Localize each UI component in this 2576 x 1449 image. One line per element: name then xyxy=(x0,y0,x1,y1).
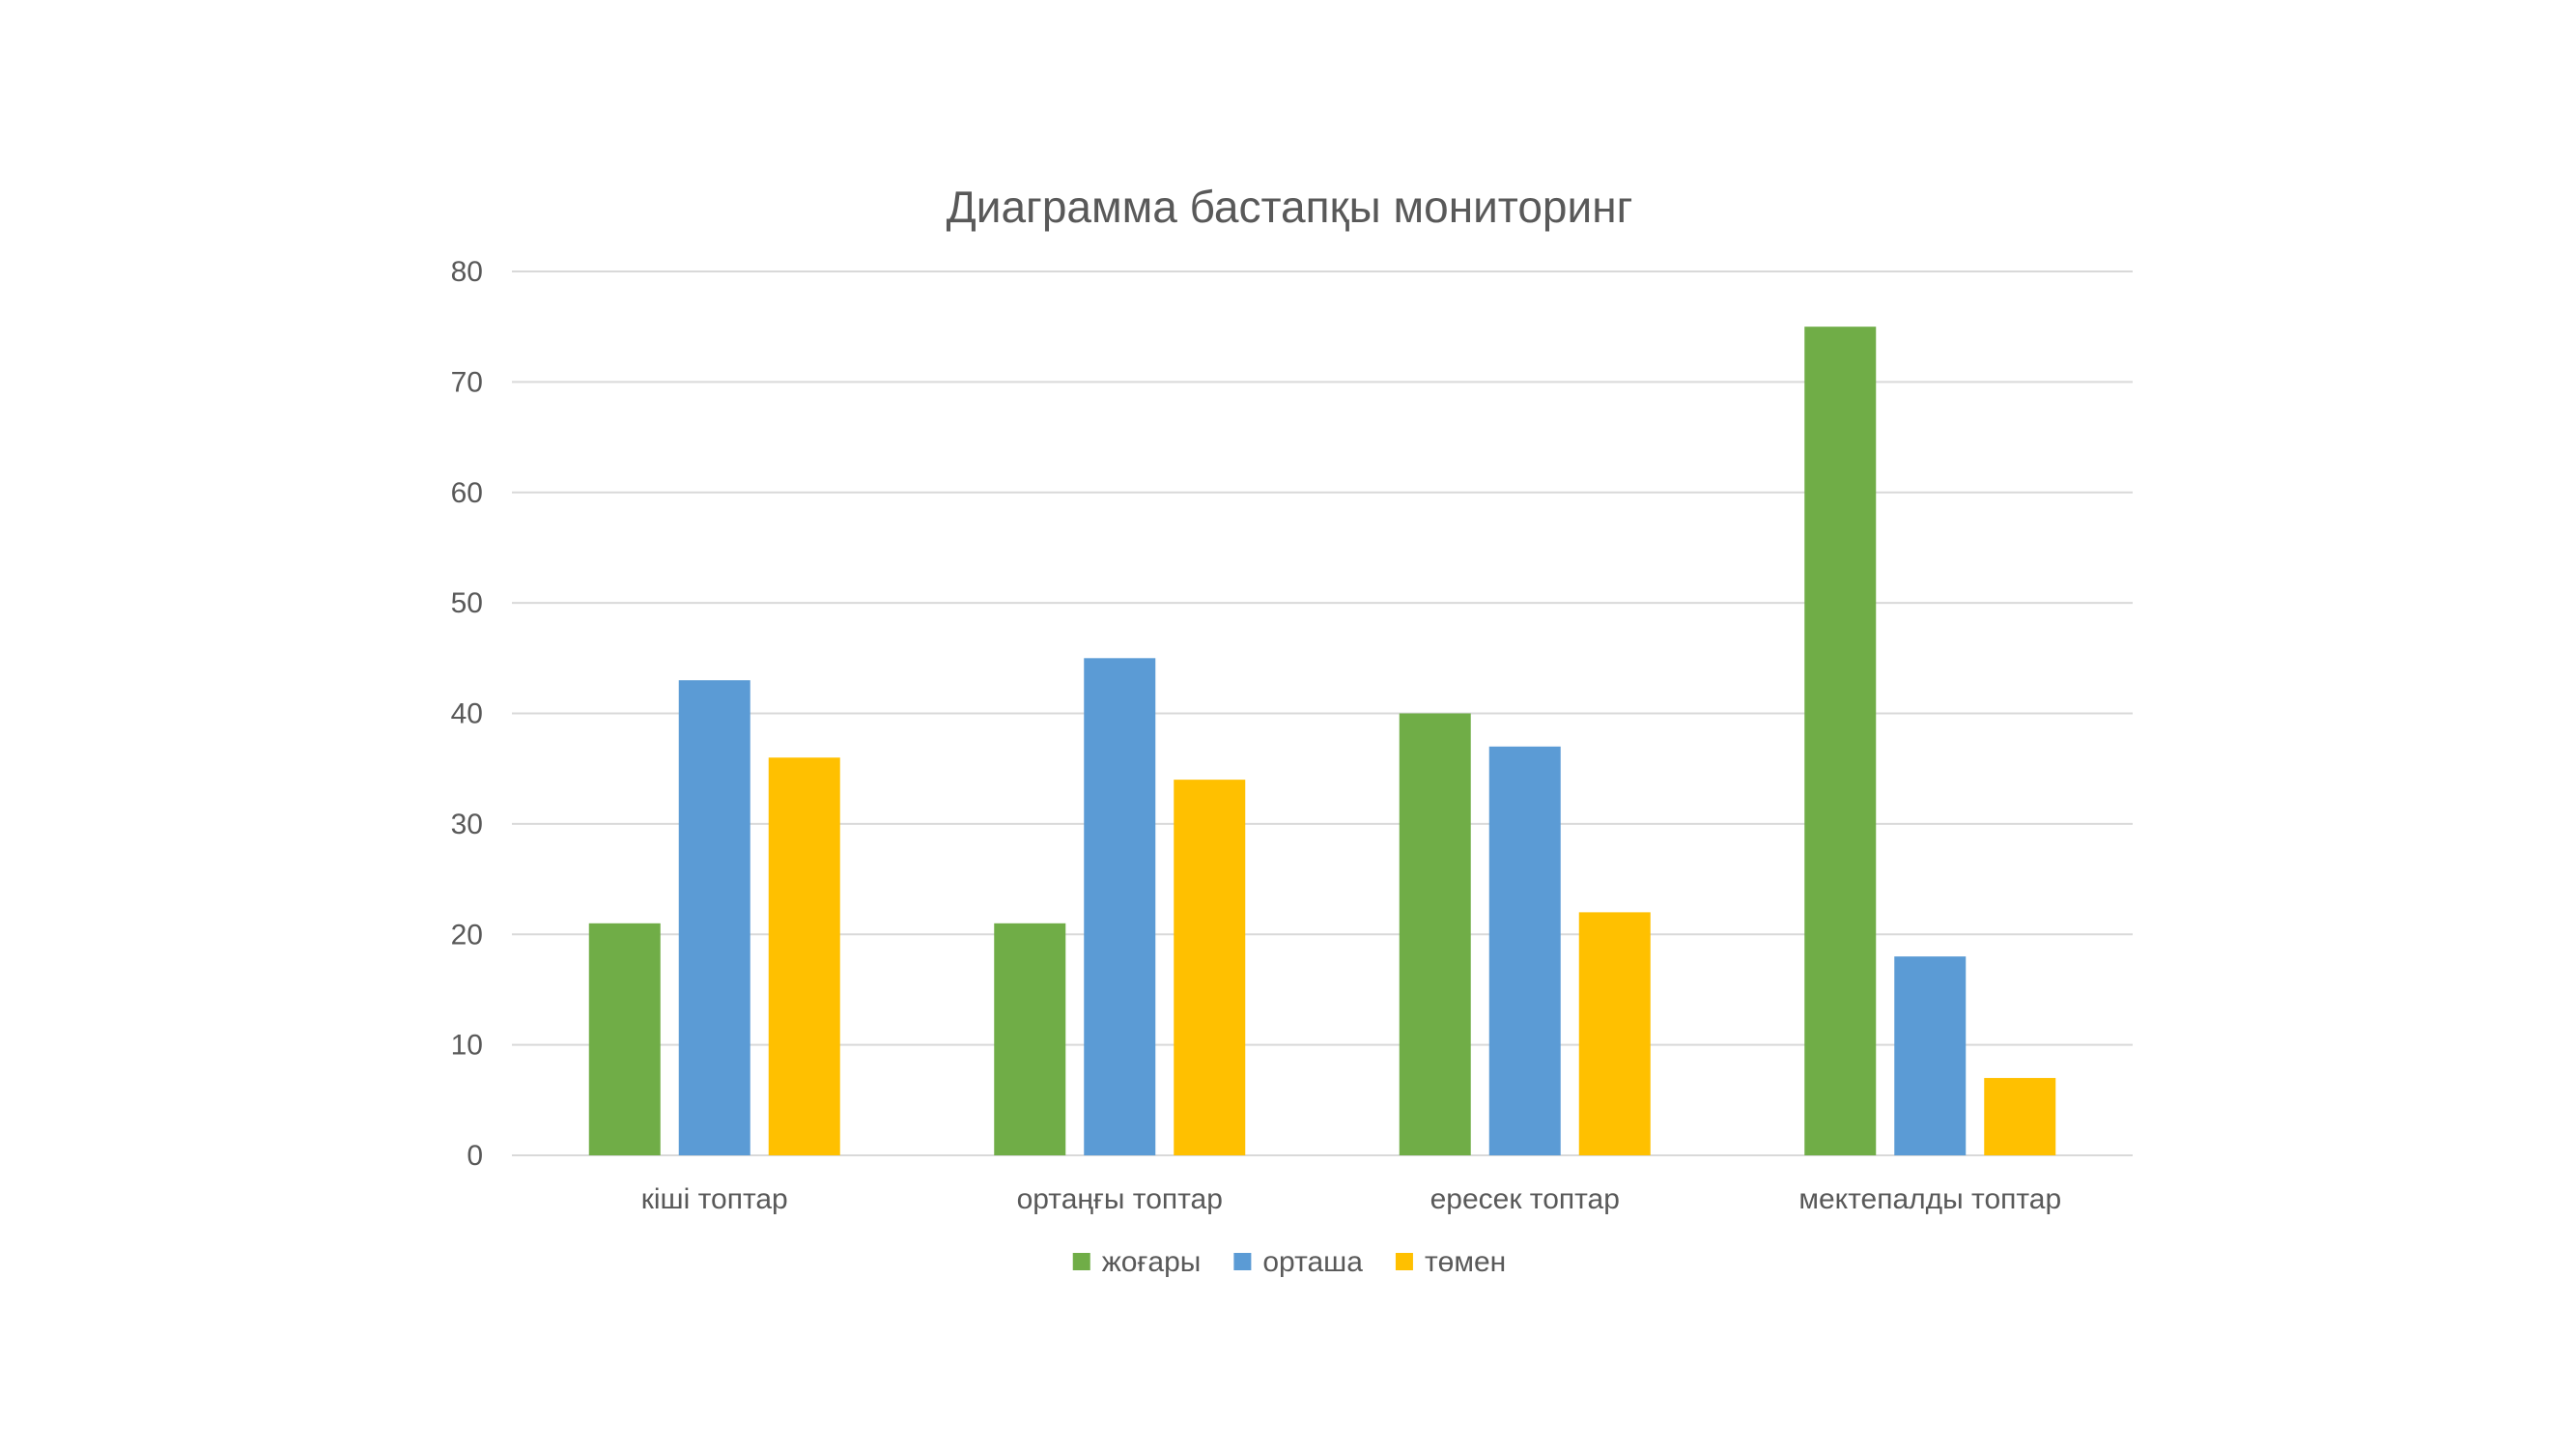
legend: жоғары орташа төмен xyxy=(1072,1246,1506,1278)
x-category-label: мектепалды топтар xyxy=(1798,1183,2061,1215)
legend-swatch xyxy=(1233,1253,1252,1270)
bar-1-2 xyxy=(994,923,1066,1155)
bar-1-1 xyxy=(588,923,661,1155)
y-tick-label: 70 xyxy=(451,366,483,398)
y-tick-label: 80 xyxy=(451,256,483,288)
legend-swatch xyxy=(1072,1253,1090,1270)
bar-2-4 xyxy=(1894,956,1967,1155)
legend-item-2: орташа xyxy=(1233,1246,1363,1278)
y-tick-label: 10 xyxy=(451,1030,483,1062)
gridlines xyxy=(512,270,2133,1156)
bar-3-4 xyxy=(1984,1077,2056,1155)
legend-label: жоғары xyxy=(1102,1246,1202,1278)
y-tick-label: 60 xyxy=(451,477,483,509)
bar-1-3 xyxy=(1399,713,1471,1155)
bars xyxy=(588,327,2056,1155)
bar-2-2 xyxy=(1084,658,1156,1155)
bar-3-1 xyxy=(768,757,840,1155)
y-tick-label: 40 xyxy=(451,698,483,730)
x-axis-category-labels: кіші топтар ортаңғы топтар ересек топтар ме… xyxy=(641,1183,2061,1215)
x-category-label: ортаңғы топтар xyxy=(1017,1183,1223,1215)
legend-item-3: төмен xyxy=(1395,1246,1506,1278)
y-axis-tick-labels: 0 10 20 30 40 50 60 70 80 xyxy=(451,256,483,1172)
y-tick-label: 30 xyxy=(451,809,483,840)
bar-1-4 xyxy=(1804,327,1877,1155)
x-category-label: ересек топтар xyxy=(1430,1183,1620,1215)
bar-3-2 xyxy=(1174,780,1246,1155)
legend-item-1: жоғары xyxy=(1072,1246,1202,1278)
y-tick-label: 0 xyxy=(467,1140,483,1172)
bar-3-3 xyxy=(1578,912,1651,1155)
x-category-label: кіші топтар xyxy=(641,1183,788,1215)
chart-title: Диаграмма бастапқы мониторинг xyxy=(947,182,1633,232)
y-tick-label: 20 xyxy=(451,919,483,951)
bar-2-3 xyxy=(1488,746,1561,1155)
legend-label: төмен xyxy=(1425,1246,1506,1278)
bar-2-1 xyxy=(678,680,750,1155)
legend-label: орташа xyxy=(1262,1246,1363,1278)
legend-swatch xyxy=(1395,1253,1413,1270)
y-tick-label: 50 xyxy=(451,587,483,619)
